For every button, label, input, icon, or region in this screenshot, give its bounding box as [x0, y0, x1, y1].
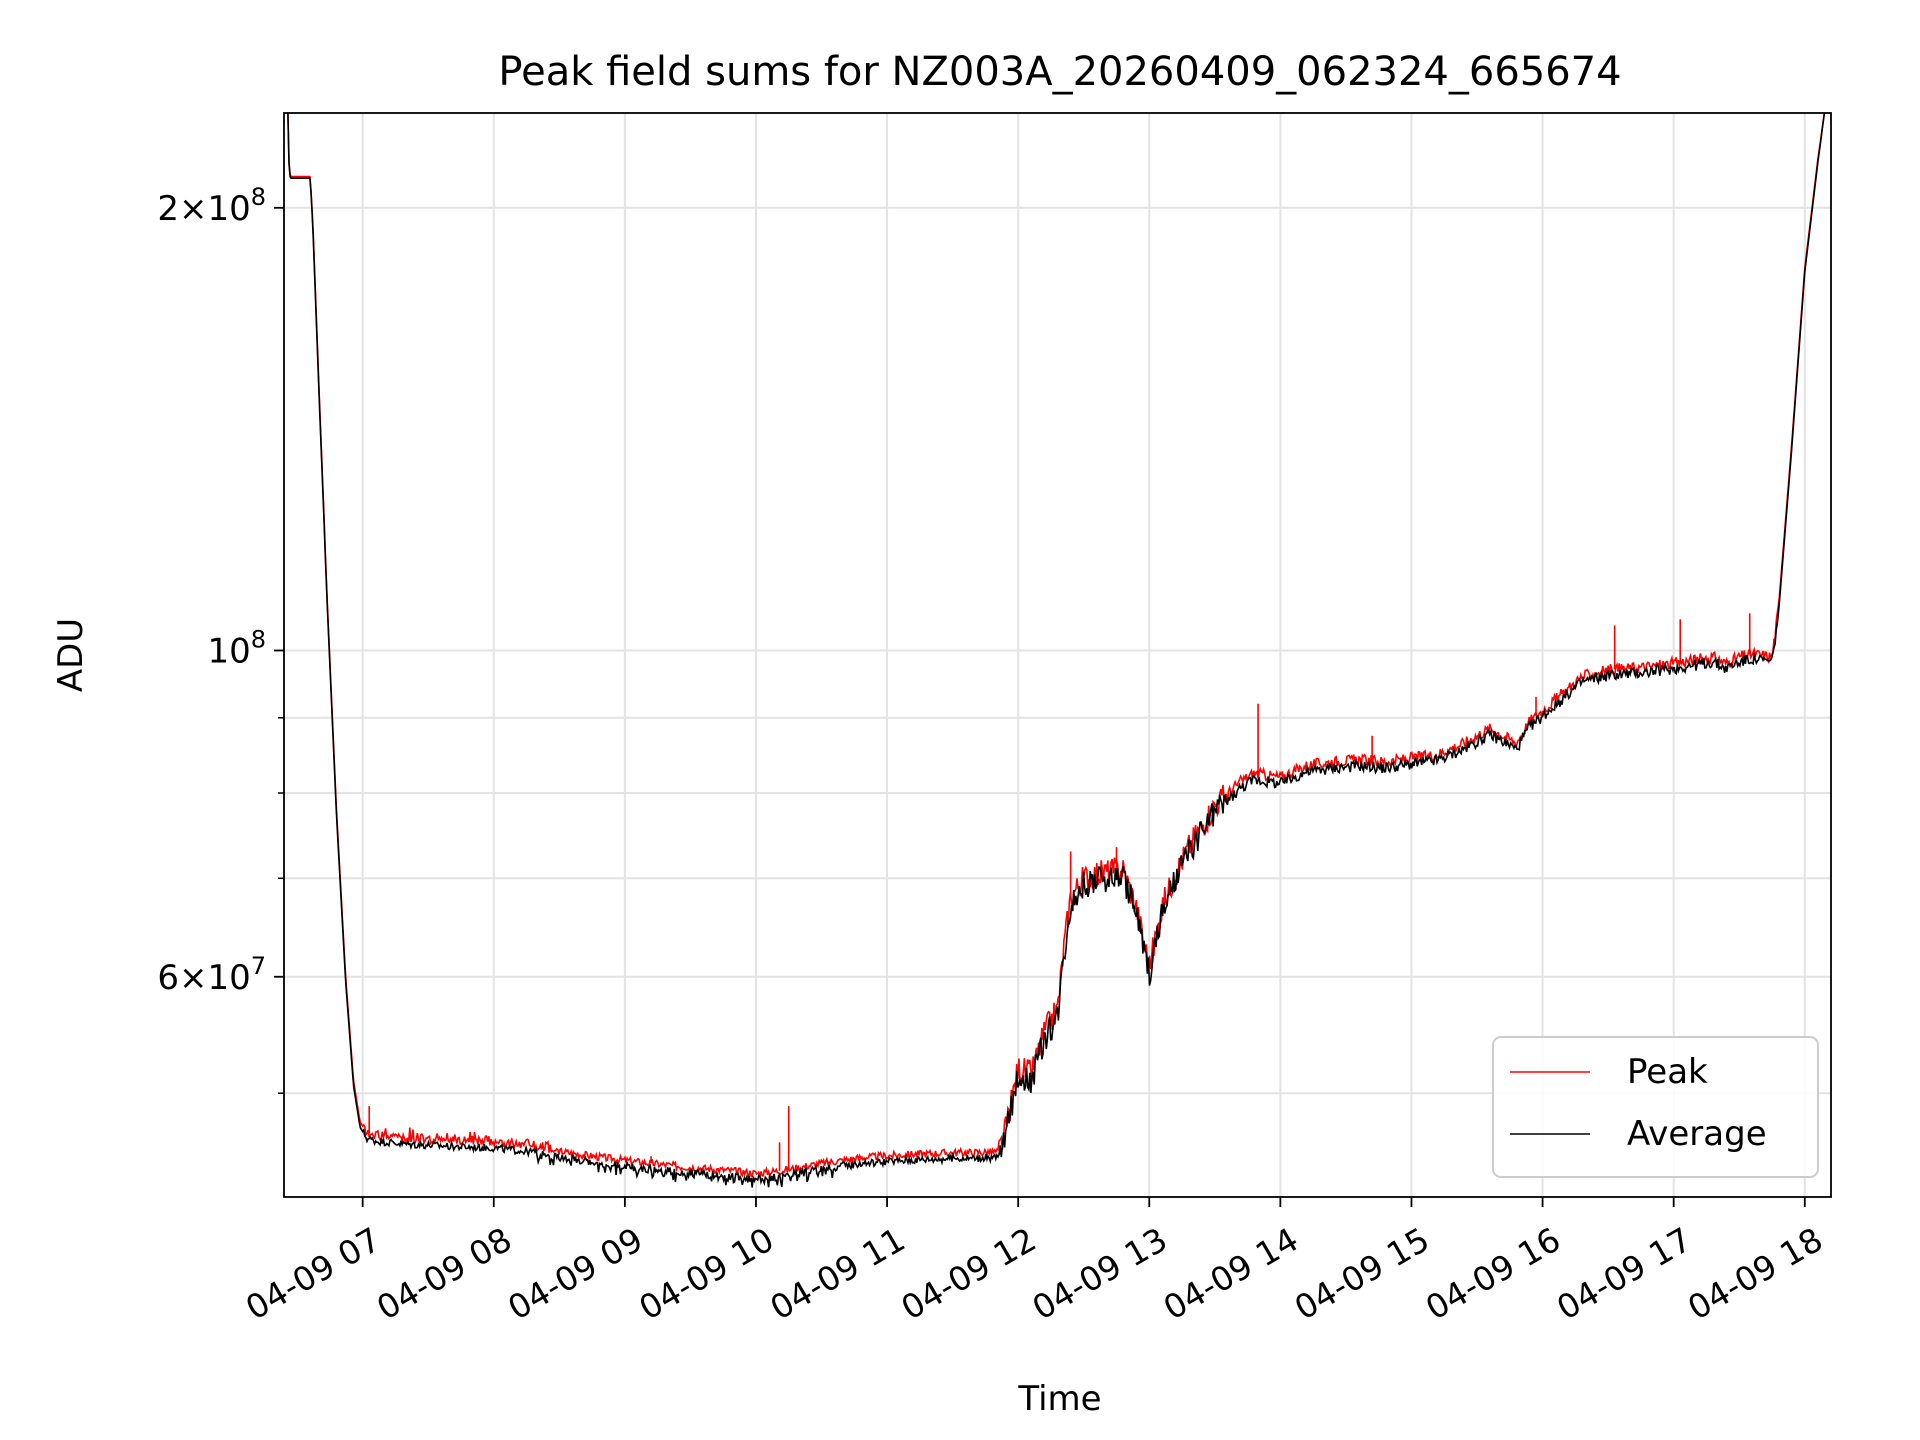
- legend: Peak Average: [1492, 1036, 1819, 1178]
- y-tick-label: 6×107: [157, 952, 266, 998]
- series-line-average: [287, 113, 1826, 1188]
- series-layer: [287, 113, 1826, 1188]
- legend-label-peak: Peak: [1627, 1052, 1708, 1092]
- legend-label-average: Average: [1627, 1114, 1767, 1154]
- x-axis-label: Time: [1017, 1379, 1101, 1419]
- y-tick-label: 2×108: [157, 183, 266, 229]
- y-axis-label: ADU: [51, 618, 91, 692]
- chart-title: Peak field sums for NZ003A_20260409_0623…: [498, 49, 1621, 95]
- plot-frame: [283, 112, 1832, 1198]
- y-axis: 6×107 108 2×108: [157, 183, 284, 1094]
- y-tick-label: 108: [207, 625, 266, 671]
- series-line-peak: [287, 113, 1826, 1178]
